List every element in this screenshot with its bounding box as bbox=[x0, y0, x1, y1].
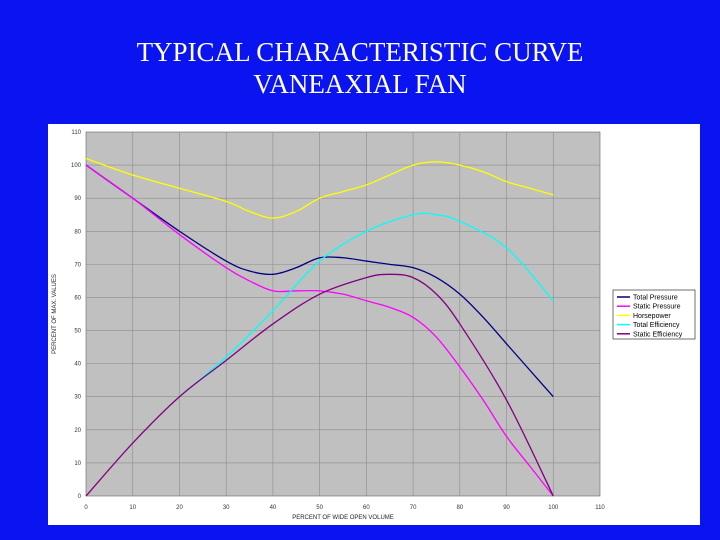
x-tick-label: 70 bbox=[410, 505, 417, 511]
x-tick-label: 30 bbox=[223, 505, 230, 511]
plot-area bbox=[85, 131, 601, 497]
legend-box bbox=[612, 289, 696, 340]
y-tick-label: 90 bbox=[74, 196, 81, 202]
legend-label-static-pressure: Static Pressure bbox=[633, 304, 681, 311]
y-tick-label: 0 bbox=[78, 494, 82, 500]
x-tick-label: 0 bbox=[84, 505, 88, 511]
y-axis-label: PERCENT OF MAX. VALUES bbox=[52, 274, 58, 354]
y-tick-label: 110 bbox=[71, 130, 81, 136]
y-tick-label: 30 bbox=[74, 395, 81, 401]
x-tick-label: 90 bbox=[503, 505, 510, 511]
y-tick-label: 50 bbox=[74, 329, 81, 335]
legend-label-static-efficiency: Static Efficiency bbox=[633, 331, 683, 338]
y-tick-label: 40 bbox=[74, 362, 81, 368]
series-line-static-pressure bbox=[85, 164, 554, 497]
y-tick-label: 60 bbox=[74, 295, 81, 301]
legend-label-horsepower: Horsepower bbox=[633, 313, 671, 320]
x-axis-label: PERCENT OF WIDE OPEN VOLUME bbox=[292, 515, 394, 521]
y-tick-label: 20 bbox=[74, 428, 81, 434]
slide-title-line-2: VANEAXIAL FAN bbox=[253, 69, 467, 99]
series-line-total-pressure bbox=[85, 164, 554, 398]
x-tick-label: 50 bbox=[316, 505, 323, 511]
x-axis-ticks: 0 10 20 30 40 50 60 70 80 90 100 110 bbox=[84, 505, 605, 511]
gridlines bbox=[86, 132, 600, 496]
x-tick-label: 110 bbox=[595, 505, 605, 511]
x-tick-label: 10 bbox=[129, 505, 136, 511]
series-line-static-efficiency bbox=[85, 273, 554, 497]
series-line-total-efficiency bbox=[179, 212, 554, 398]
y-tick-label: 80 bbox=[74, 229, 81, 235]
x-tick-label: 100 bbox=[548, 505, 559, 511]
y-axis-ticks: 0 10 20 30 40 50 60 70 80 90 100 110 bbox=[71, 130, 82, 500]
slide-title-line-1: TYPICAL CHARACTERISTIC CURVE bbox=[136, 37, 584, 67]
series-line-horsepower bbox=[85, 157, 554, 219]
y-tick-label: 100 bbox=[71, 163, 82, 169]
x-tick-label: 80 bbox=[456, 505, 463, 511]
series-lines bbox=[85, 157, 554, 497]
legend: Total Pressure Static Pressure Horsepower T… bbox=[612, 289, 696, 340]
legend-label-total-pressure: Total Pressure bbox=[633, 295, 678, 302]
y-tick-label: 70 bbox=[74, 262, 81, 268]
x-tick-label: 60 bbox=[363, 505, 370, 511]
x-tick-label: 20 bbox=[176, 505, 183, 511]
legend-label-total-efficiency: Total Efficiency bbox=[633, 322, 680, 329]
x-tick-label: 40 bbox=[270, 505, 277, 511]
y-tick-label: 10 bbox=[74, 461, 81, 467]
